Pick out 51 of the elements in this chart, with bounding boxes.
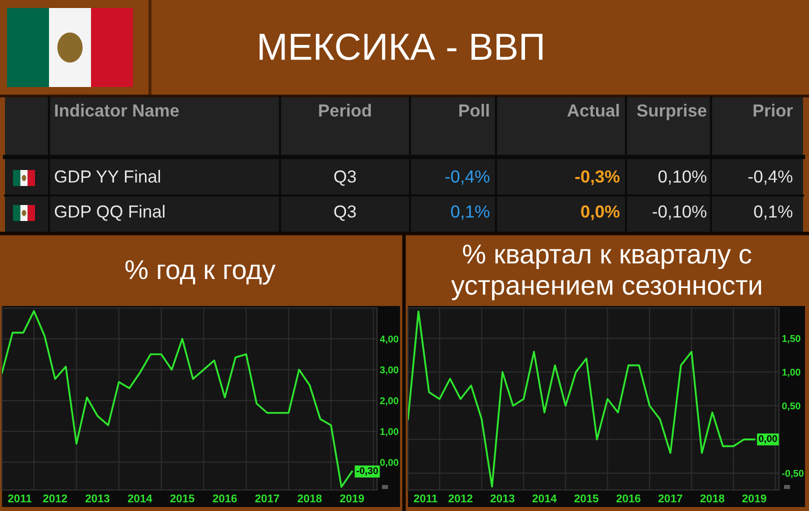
text: GDP QQ Final (54, 204, 164, 221)
x-tick-label: 2014 (532, 494, 557, 502)
chart-title: % квартал к кварталу с устранением сезонности (451, 244, 762, 300)
category-label: Actual (567, 104, 619, 117)
y-tick-label: 2,00 (380, 397, 398, 406)
category-label: Indicator Name (55, 104, 179, 117)
text: 0,1% (451, 205, 490, 220)
y-tick-label: -0,50 (782, 470, 804, 478)
x-tick-label: 2014 (128, 494, 152, 502)
data-label: 0,00 (758, 435, 777, 444)
x-tick-label: 2016 (616, 494, 640, 502)
category-label: Surprise (637, 104, 706, 120)
data-label: -0,30 (356, 467, 378, 476)
x-tick-label: 2012 (448, 494, 472, 502)
y-tick-label: 1,50 (782, 335, 800, 344)
text: 0,10% (658, 170, 706, 185)
text: GDP YY Final (54, 170, 160, 183)
category-label: Poll (459, 104, 489, 117)
category-label: Period (319, 104, 371, 117)
x-tick-label: 2013 (490, 494, 514, 502)
y-tick-label: 3,00 (380, 366, 398, 375)
text: 0,1% (754, 205, 792, 220)
text: -0,4% (748, 170, 792, 185)
x-tick-label: 2019 (742, 494, 766, 502)
x-tick-label: 2018 (700, 494, 724, 502)
y-tick-label: 0,00 (380, 458, 398, 468)
x-tick-label: 2016 (212, 494, 237, 502)
x-tick-label: 2015 (170, 494, 194, 502)
text: 0,0% (581, 205, 620, 220)
x-tick-label: 2017 (658, 494, 682, 502)
text: -0,10% (652, 205, 706, 220)
text: -0,4% (445, 170, 490, 185)
text: Q3 (334, 205, 356, 221)
x-tick-label: 2015 (574, 494, 598, 502)
y-tick-label: 4,00 (380, 336, 398, 344)
line-series (408, 310, 756, 488)
y-tick-label: 1,00 (380, 428, 398, 436)
text: Q3 (334, 170, 356, 186)
x-tick-label: 2017 (255, 494, 280, 502)
category-label: Prior (754, 104, 793, 117)
x-tick-label: 2011 (414, 494, 438, 502)
x-tick-label: 2018 (298, 494, 322, 502)
text: -0,3% (575, 170, 620, 186)
x-tick-label: 2011 (8, 494, 32, 502)
y-tick-label: 1,00 (782, 368, 800, 378)
x-tick-label: 2013 (86, 494, 110, 502)
chart-title: % год к году (125, 260, 276, 285)
x-tick-label: 2019 (340, 494, 364, 502)
text: МЕКСИКА - ВВП (260, 34, 542, 60)
x-tick-label: 2012 (43, 494, 68, 502)
y-tick-label: 0,50 (782, 402, 800, 411)
